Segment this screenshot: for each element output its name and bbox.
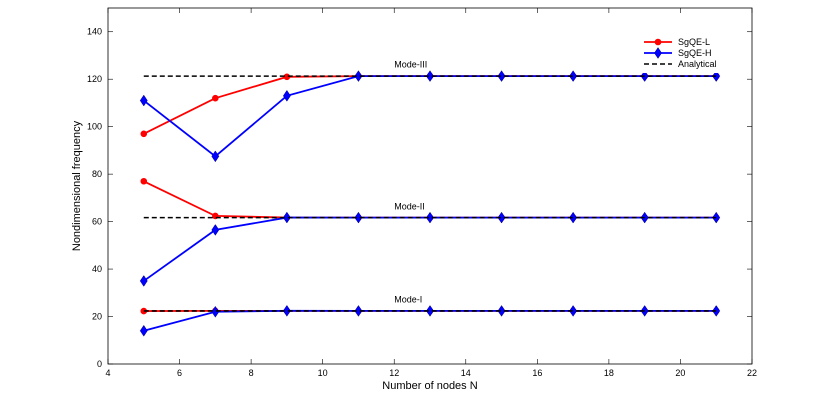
data-point (426, 211, 434, 224)
data-point (497, 305, 506, 317)
data-point (654, 38, 662, 46)
data-point (211, 224, 220, 236)
data-point (211, 305, 220, 318)
legend-entry: SgQE-L (678, 37, 710, 47)
data-point (282, 211, 291, 224)
data-point (654, 47, 662, 59)
x-tick-label: 6 (177, 368, 182, 378)
data-point (139, 324, 148, 337)
data-point (426, 305, 434, 317)
y-tick-label: 40 (92, 264, 102, 274)
series-layer (139, 70, 721, 337)
y-tick-label: 20 (92, 312, 102, 322)
data-point (497, 211, 506, 224)
mode-annotation: Mode-I (394, 294, 422, 304)
data-point (354, 305, 363, 317)
x-tick-label: 16 (532, 368, 542, 378)
series-sgqe-h (139, 70, 721, 337)
data-point (211, 150, 220, 163)
mode-annotation: Mode-III (394, 59, 427, 69)
x-tick-label: 22 (747, 368, 757, 378)
x-tick-label: 18 (604, 368, 614, 378)
x-tick-label: 8 (249, 368, 254, 378)
x-tick-label: 14 (461, 368, 471, 378)
data-point (139, 275, 148, 287)
data-point (569, 70, 578, 82)
data-point (354, 211, 363, 224)
data-point (569, 305, 578, 317)
x-tick-label: 10 (318, 368, 328, 378)
y-tick-label: 120 (87, 74, 102, 84)
data-point (212, 94, 219, 102)
annotations: Mode-I Mode-II Mode-III (394, 59, 427, 304)
y-axis-label: Nondimensional frequency (71, 120, 83, 251)
data-point (354, 70, 363, 82)
y-tick-label: 80 (92, 169, 102, 179)
data-point (139, 94, 148, 107)
x-tick-label: 20 (675, 368, 685, 378)
data-point (140, 177, 148, 185)
y-tick-label: 60 (92, 217, 102, 227)
data-point (497, 70, 506, 82)
data-point (282, 304, 291, 317)
y-tick-label: 100 (87, 122, 102, 132)
mode-annotation: Mode-II (394, 202, 425, 212)
data-point (569, 211, 578, 224)
y-tick-label: 140 (87, 27, 102, 37)
data-point (140, 130, 148, 138)
x-axis-label: Number of nodes N (382, 380, 477, 392)
data-point (282, 89, 291, 102)
x-tick-label: 4 (105, 368, 110, 378)
axis-ticks: 4 6 8 10 12 14 16 18 20 22 0 20 40 60 80 100 120 140 (87, 8, 757, 378)
y-tick-label: 0 (97, 359, 102, 369)
x-tick-label: 12 (389, 368, 399, 378)
legend-entry: SgQE-H (678, 48, 712, 58)
data-point (426, 70, 434, 82)
legend-entry: Analytical (678, 59, 717, 69)
